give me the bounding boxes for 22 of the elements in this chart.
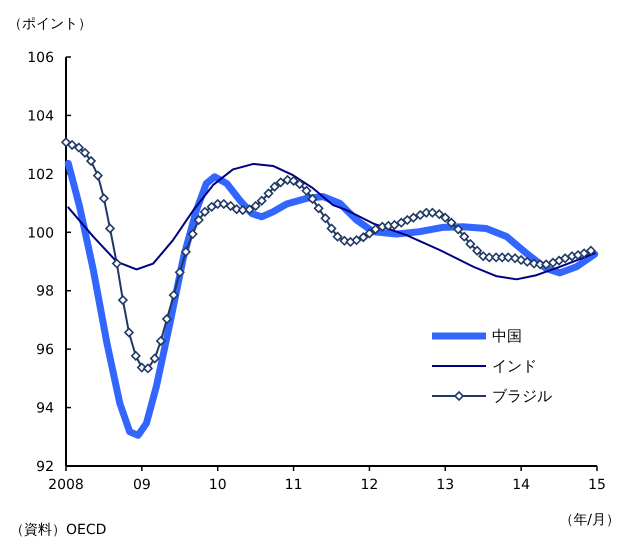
- y-tick-label: 104: [27, 108, 54, 124]
- x-tick-label: 13: [436, 477, 454, 493]
- x-tick-label: 12: [360, 477, 378, 493]
- x-tick-label: 09: [132, 477, 151, 493]
- text: （資料）OECD: [10, 522, 106, 538]
- y-tick-label: 94: [36, 400, 54, 417]
- x-tick-label: 10: [208, 477, 227, 493]
- y-tick-label: 96: [36, 342, 54, 358]
- legend-label: 中国: [492, 327, 522, 345]
- y-tick-label: 98: [36, 284, 54, 300]
- x-tick-label: 2008: [48, 477, 84, 493]
- y-tick-label: 102: [27, 166, 54, 183]
- x-tick-label: 11: [284, 477, 302, 493]
- y-axis-title: （ポイント）: [8, 16, 92, 32]
- x-tick-label: 14: [512, 477, 530, 493]
- x-tick-label: 15: [588, 477, 606, 493]
- x-axis-title: （年/月）: [559, 512, 620, 528]
- y-tick-label: 100: [27, 225, 54, 242]
- legend-label: インド: [492, 357, 537, 375]
- legend-label: ブラジル: [492, 387, 552, 405]
- y-tick-label: 106: [27, 50, 54, 66]
- y-tick-label: 92: [36, 459, 54, 475]
